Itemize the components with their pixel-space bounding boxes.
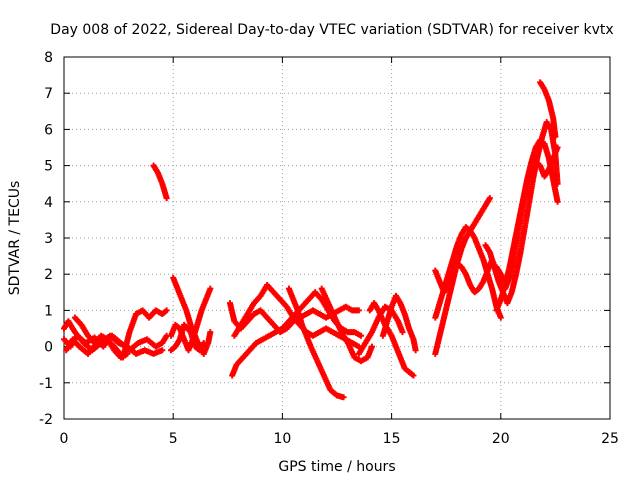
- chart-title: Day 008 of 2022, Sidereal Day-to-day VTE…: [50, 22, 613, 38]
- series-arc-s: [432, 195, 493, 357]
- data-point: [200, 339, 207, 346]
- series-arc-l: [285, 285, 347, 401]
- x-tick-label: 0: [60, 431, 69, 447]
- data-point: [486, 195, 493, 202]
- data-point: [124, 350, 131, 357]
- data-point: [368, 343, 375, 350]
- x-tick-label: 25: [601, 431, 619, 447]
- data-point: [497, 314, 504, 321]
- data-point: [355, 307, 362, 314]
- x-tick-label: 10: [273, 431, 291, 447]
- series-arc-h: [168, 321, 207, 354]
- y-tick-label: 4: [44, 195, 53, 211]
- series-arc-o: [379, 292, 419, 354]
- y-axis-label: SDTVAR / TECUs: [7, 181, 23, 296]
- series-arc-m: [318, 285, 375, 365]
- data-point: [554, 198, 561, 205]
- series-arc-v: [493, 144, 561, 292]
- y-tick-label: 3: [44, 231, 53, 247]
- y-tick-label: 5: [44, 159, 53, 175]
- data-point: [163, 195, 170, 202]
- y-tick-label: 1: [44, 303, 53, 319]
- data-point: [554, 144, 561, 151]
- y-tick-label: 6: [44, 122, 53, 138]
- y-tick-label: 8: [44, 50, 53, 66]
- y-tick-label: 0: [44, 340, 53, 356]
- y-tick-label: 7: [44, 86, 53, 102]
- y-tick-label: -2: [39, 412, 53, 428]
- series-arc-e: [150, 162, 170, 202]
- grid: [63, 56, 611, 420]
- x-tick-label: 20: [492, 431, 510, 447]
- data-point: [340, 394, 347, 401]
- series-arc-p: [355, 303, 406, 357]
- data-point: [552, 133, 559, 140]
- data-point: [159, 347, 166, 354]
- series-arc-r: [432, 224, 504, 321]
- data-point: [207, 285, 214, 292]
- data-point: [163, 307, 170, 314]
- series-arc-d: [71, 314, 131, 361]
- data-point: [358, 332, 365, 339]
- data-point: [412, 347, 419, 354]
- data-point: [399, 329, 406, 336]
- y-tick-label: -1: [39, 376, 53, 392]
- series-arc-w: [537, 79, 559, 140]
- data-point: [207, 329, 214, 336]
- plot-frame: [63, 56, 611, 420]
- series-arc-k: [231, 282, 362, 350]
- y-tick-label: 2: [44, 267, 53, 283]
- data-point: [410, 372, 417, 379]
- x-tick-label: 5: [169, 431, 178, 447]
- x-axis-label: GPS time / hours: [278, 459, 395, 475]
- data-series: [61, 79, 561, 401]
- x-axis: 0 5 10 15 20 25: [60, 431, 619, 447]
- x-tick-label: 15: [383, 431, 401, 447]
- y-axis: -2 -1 0 1 2 3 4 5 6 7 8: [39, 50, 53, 428]
